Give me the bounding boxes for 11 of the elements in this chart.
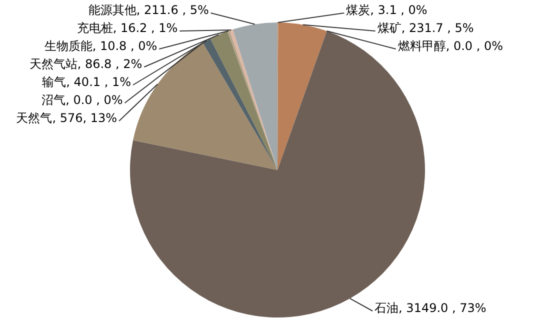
slice-label: 煤炭, 3.1 , 0% bbox=[346, 3, 428, 18]
category-label: 燃料甲醇, 0.0 , 0% bbox=[398, 39, 504, 54]
slice-label: 生物质能, 10.8 , 0% bbox=[44, 39, 158, 54]
slice-label: 充电桩, 16.2 , 1% bbox=[76, 21, 178, 36]
slice-label: 输气, 40.1 , 1% bbox=[42, 75, 131, 90]
slice-label: 石油, 3149.0 , 73% bbox=[374, 301, 486, 316]
slice-label: 天然气站, 86.8 , 2% bbox=[29, 57, 142, 72]
slice-label: 天然气, 576, 13% bbox=[16, 111, 118, 126]
slice-label: 煤矿, 231.7 , 5% bbox=[377, 21, 474, 36]
category-label: 沼气, 0.0 , 0% bbox=[42, 93, 123, 108]
slice-label: 能源其他, 211.6 , 5% bbox=[88, 3, 209, 18]
